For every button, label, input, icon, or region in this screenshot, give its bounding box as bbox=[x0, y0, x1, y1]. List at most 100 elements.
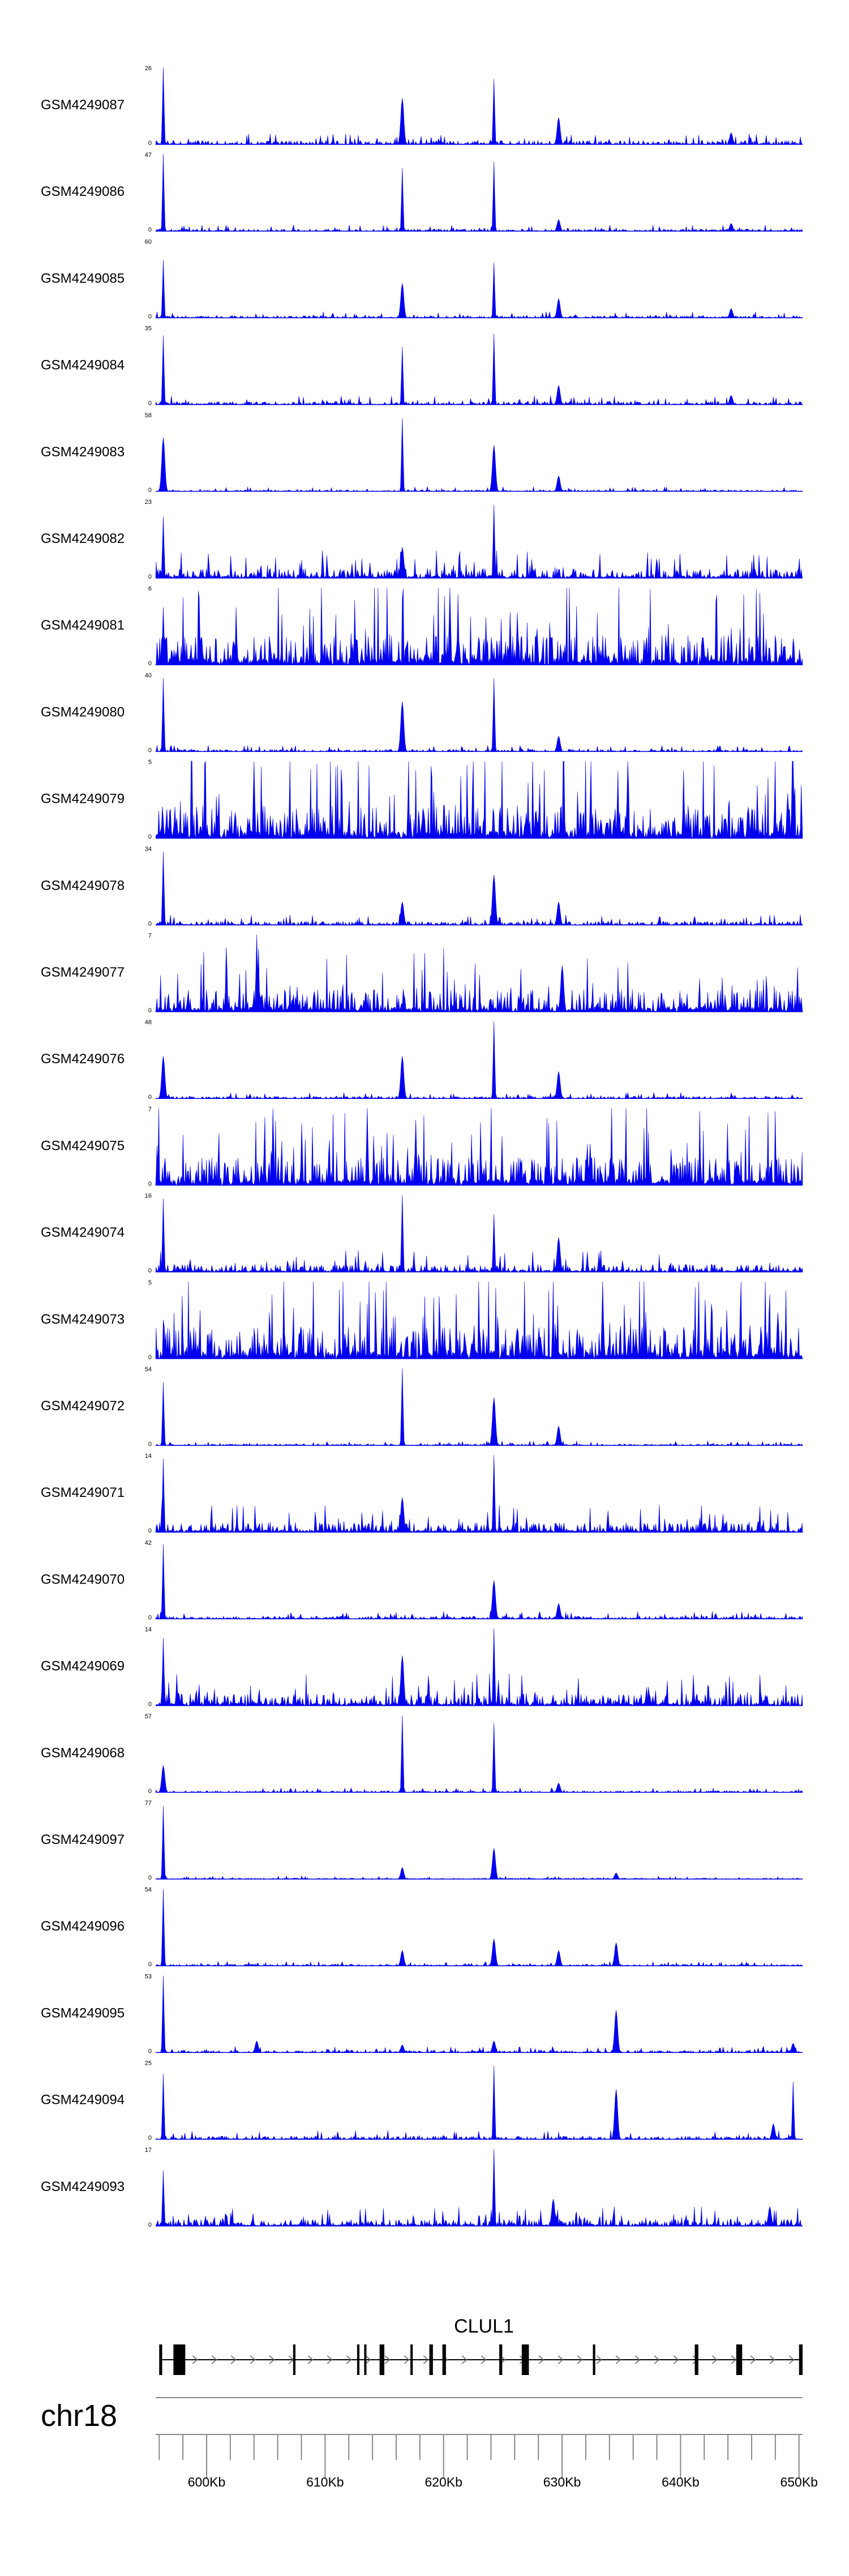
x-tick-label: 600Kb bbox=[188, 2475, 226, 2489]
signal-tracks: GSM4249087260GSM4249086470GSM4249085600G… bbox=[41, 65, 804, 2228]
track-GSM4249072: GSM4249072 54 0 bbox=[41, 1366, 803, 1448]
strand-arrow bbox=[404, 2355, 410, 2364]
strand-arrow bbox=[731, 2355, 737, 2364]
signal-area bbox=[155, 678, 803, 752]
track-ymin-label: 0 bbox=[148, 834, 152, 841]
track-ymin-label: 0 bbox=[148, 1788, 152, 1795]
signal-area bbox=[155, 1544, 803, 1620]
gene-exon bbox=[521, 2344, 529, 2375]
signal-area bbox=[155, 1368, 803, 1446]
track-ymin-label: 0 bbox=[148, 1268, 152, 1274]
track-label: GSM4249074 bbox=[41, 1225, 125, 1240]
signal-area bbox=[155, 333, 804, 405]
track-GSM4249078: GSM4249078 34 0 bbox=[41, 846, 803, 927]
x-axis-ticks: 600Kb 610Kb 620Kb 630Kb 640Kb 650Kb bbox=[158, 2434, 818, 2489]
track-label: GSM4249080 bbox=[41, 704, 125, 720]
track-GSM4249075: GSM4249075 7 0 bbox=[41, 1106, 803, 1187]
signal-area bbox=[156, 1805, 804, 1880]
strand-arrow bbox=[346, 2355, 352, 2364]
gene-exon bbox=[357, 2344, 360, 2375]
track-ymax-label: 14 bbox=[145, 1453, 152, 1460]
gene-exon bbox=[379, 2344, 385, 2375]
signal-area bbox=[155, 2066, 803, 2140]
signal-area bbox=[155, 260, 803, 319]
track-ymax-label: 35 bbox=[145, 326, 152, 332]
gene-exon bbox=[159, 2344, 162, 2375]
track-label: GSM4249069 bbox=[41, 1659, 125, 1674]
track-label: GSM4249079 bbox=[41, 791, 125, 807]
x-tick-label: 630Kb bbox=[543, 2475, 581, 2489]
track-ymax-label: 47 bbox=[145, 152, 152, 159]
track-ymax-label: 6 bbox=[148, 585, 152, 592]
track-ymax-label: 26 bbox=[145, 65, 152, 72]
track-GSM4249071: GSM4249071 14 0 bbox=[41, 1453, 803, 1534]
x-tick-label: 620Kb bbox=[424, 2475, 462, 2489]
track-label: GSM4249083 bbox=[41, 444, 125, 460]
gene-exon bbox=[364, 2344, 367, 2375]
signal-area bbox=[155, 761, 803, 839]
signal-area bbox=[155, 851, 803, 926]
track-GSM4249085: GSM4249085 60 0 bbox=[41, 238, 803, 320]
gene-exon bbox=[429, 2344, 433, 2375]
track-ymin-label: 0 bbox=[148, 140, 152, 147]
signal-area bbox=[155, 154, 803, 232]
track-label: GSM4249093 bbox=[41, 2179, 125, 2194]
track-ymin-label: 0 bbox=[148, 226, 152, 233]
track-label: GSM4249095 bbox=[41, 2005, 125, 2021]
signal-area bbox=[155, 67, 803, 145]
strand-arrow bbox=[269, 2355, 275, 2364]
signal-area bbox=[155, 1281, 803, 1359]
track-label: GSM4249068 bbox=[41, 1745, 125, 1761]
track-ymin-label: 0 bbox=[148, 1875, 152, 1881]
track-ymin-label: 0 bbox=[148, 1180, 152, 1187]
genomic-axis: chr18 600Kb 610Kb 620Kb 630Kb 640Kb 650Kb bbox=[41, 2397, 818, 2489]
track-GSM4249083: GSM4249083 58 0 bbox=[41, 412, 803, 494]
gene-exon bbox=[799, 2344, 803, 2375]
signal-area bbox=[155, 504, 803, 579]
track-ymax-label: 23 bbox=[145, 499, 152, 506]
track-ymin-label: 0 bbox=[148, 1441, 152, 1448]
track-label: GSM4249077 bbox=[41, 965, 125, 980]
signal-area bbox=[155, 1889, 803, 1967]
gene-exon bbox=[410, 2344, 413, 2375]
track-ymin-label: 0 bbox=[148, 313, 152, 320]
track-ymax-label: 5 bbox=[148, 1280, 152, 1286]
track-ymin-label: 0 bbox=[148, 747, 152, 754]
signal-area bbox=[155, 2149, 804, 2227]
track-ymin-label: 0 bbox=[148, 574, 152, 580]
signal-area bbox=[155, 588, 803, 666]
track-ymax-label: 40 bbox=[145, 672, 152, 679]
strand-arrow bbox=[615, 2355, 621, 2364]
signal-area bbox=[155, 1455, 803, 1533]
signal-area bbox=[155, 1628, 803, 1706]
strand-arrow bbox=[558, 2355, 564, 2364]
gene-label: CLUL1 bbox=[454, 2316, 514, 2337]
gene-exon bbox=[499, 2344, 503, 2375]
track-ymin-label: 0 bbox=[148, 660, 152, 667]
strand-arrow bbox=[596, 2355, 602, 2364]
track-label: GSM4249070 bbox=[41, 1572, 125, 1587]
track-label: GSM4249071 bbox=[41, 1485, 125, 1500]
track-ymin-label: 0 bbox=[148, 1354, 152, 1361]
track-label: GSM4249096 bbox=[41, 1919, 125, 1934]
strand-arrow bbox=[788, 2355, 795, 2364]
track-GSM4249096: GSM4249096 54 0 bbox=[41, 1886, 803, 1968]
strand-arrow bbox=[769, 2355, 775, 2364]
track-ymax-label: 25 bbox=[145, 2060, 152, 2067]
gene-exon bbox=[736, 2344, 743, 2375]
gene-exon bbox=[694, 2344, 698, 2375]
track-ymin-label: 0 bbox=[148, 921, 152, 927]
strand-arrow bbox=[327, 2355, 333, 2364]
signal-area bbox=[155, 1975, 803, 2053]
track-label: GSM4249087 bbox=[41, 97, 125, 113]
strand-arrow bbox=[750, 2355, 756, 2364]
track-ymin-label: 0 bbox=[148, 1007, 152, 1014]
track-GSM4249082: GSM4249082 23 0 bbox=[41, 499, 803, 580]
track-label: GSM4249097 bbox=[41, 1832, 125, 1847]
track-ymax-label: 42 bbox=[145, 1539, 152, 1546]
strand-arrow bbox=[673, 2355, 679, 2364]
strand-arrow bbox=[307, 2355, 314, 2364]
signal-area bbox=[155, 934, 803, 1012]
track-ymin-label: 0 bbox=[148, 1614, 152, 1621]
track-GSM4249095: GSM4249095 53 0 bbox=[41, 1973, 803, 2055]
